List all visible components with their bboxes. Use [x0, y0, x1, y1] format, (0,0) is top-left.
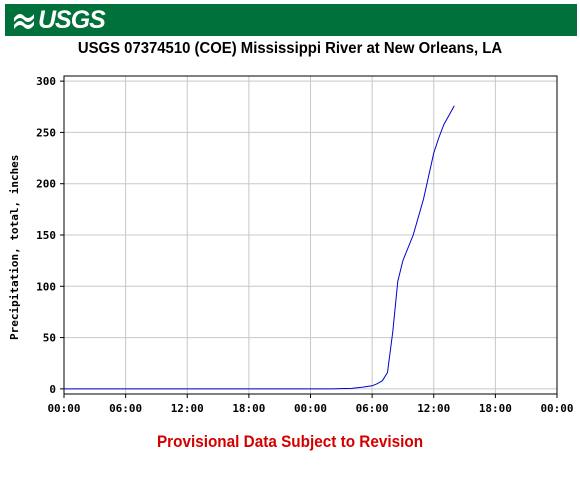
x-tick-label: 18:00 — [232, 402, 265, 415]
y-tick-label: 200 — [36, 178, 56, 191]
x-tick-label: 06:00 — [109, 402, 142, 415]
usgs-logo[interactable]: USGS — [13, 6, 106, 34]
y-tick-label: 100 — [36, 280, 56, 293]
x-tick-label: 00:00 — [47, 402, 80, 415]
y-tick-label: 150 — [36, 229, 56, 242]
provisional-notice: Provisional Data Subject to Revision — [156, 432, 424, 451]
usgs-logo-text: USGS — [38, 6, 106, 34]
y-tick-label: 300 — [36, 75, 56, 88]
y-tick-label: 0 — [49, 383, 56, 396]
x-tick-label: 00:00 — [540, 402, 573, 415]
x-tick-label: 00:00 — [294, 402, 327, 415]
x-tick-label: 06:00 — [356, 402, 389, 415]
x-tick-label: 12:00 — [171, 402, 204, 415]
y-tick-label: 250 — [36, 126, 56, 139]
x-tick-label: 18:00 — [479, 402, 512, 415]
usgs-banner: USGS — [0, 0, 580, 38]
x-tick-label: 12:00 — [417, 402, 450, 415]
precipitation-series-line — [64, 105, 455, 390]
usgs-logo-icon — [14, 13, 34, 30]
y-tick-label: 50 — [43, 332, 56, 345]
chart-title: USGS 07374510 (COE) Mississippi River at… — [77, 40, 503, 57]
banner-bar: USGS — [5, 4, 577, 36]
